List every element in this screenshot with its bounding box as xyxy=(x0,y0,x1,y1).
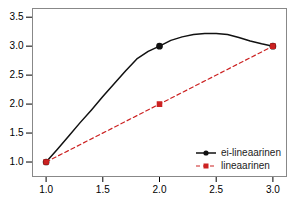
svg-text:2.5: 2.5 xyxy=(10,69,24,80)
svg-text:3.0: 3.0 xyxy=(266,184,280,195)
svg-text:1.0: 1.0 xyxy=(10,156,24,167)
svg-text:1.5: 1.5 xyxy=(10,127,24,138)
svg-text:2.0: 2.0 xyxy=(153,184,167,195)
svg-text:2.0: 2.0 xyxy=(10,98,24,109)
svg-text:1.0: 1.0 xyxy=(39,184,53,195)
svg-text:1.5: 1.5 xyxy=(96,184,110,195)
svg-text:3.0: 3.0 xyxy=(10,40,24,51)
svg-text:2.5: 2.5 xyxy=(209,184,223,195)
svg-text:3.5: 3.5 xyxy=(10,11,24,22)
html-text:lineaarinen: lineaarinen xyxy=(221,160,270,171)
html-text:ei-lineaarinen: ei-lineaarinen xyxy=(221,147,281,158)
